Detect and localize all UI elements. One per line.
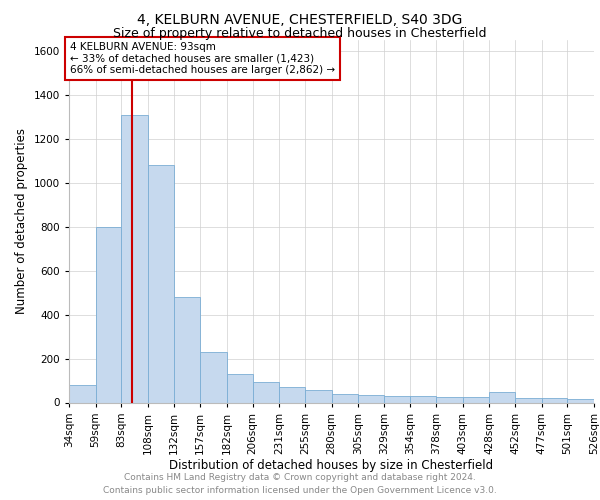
Bar: [279, 387, 305, 402]
Bar: [384, 396, 410, 402]
Bar: [410, 396, 436, 402]
Bar: [121, 114, 148, 403]
Text: Size of property relative to detached houses in Chesterfield: Size of property relative to detached ho…: [113, 28, 487, 40]
Bar: [331, 394, 358, 402]
Bar: [515, 398, 542, 402]
Bar: [148, 165, 173, 402]
Bar: [358, 395, 384, 402]
Bar: [542, 398, 568, 402]
Text: 4, KELBURN AVENUE, CHESTERFIELD, S40 3DG: 4, KELBURN AVENUE, CHESTERFIELD, S40 3DG: [137, 12, 463, 26]
Y-axis label: Number of detached properties: Number of detached properties: [15, 128, 28, 314]
Bar: [200, 352, 227, 403]
Bar: [253, 382, 279, 402]
Bar: [95, 226, 121, 402]
Bar: [463, 397, 490, 402]
Bar: [173, 297, 200, 403]
Bar: [436, 397, 463, 402]
Bar: [69, 385, 95, 402]
Bar: [227, 374, 253, 402]
Text: Contains HM Land Registry data © Crown copyright and database right 2024.
Contai: Contains HM Land Registry data © Crown c…: [103, 474, 497, 495]
Bar: [568, 398, 594, 402]
Text: 4 KELBURN AVENUE: 93sqm
← 33% of detached houses are smaller (1,423)
66% of semi: 4 KELBURN AVENUE: 93sqm ← 33% of detache…: [70, 42, 335, 75]
Bar: [490, 392, 515, 402]
X-axis label: Distribution of detached houses by size in Chesterfield: Distribution of detached houses by size …: [169, 459, 494, 472]
Bar: [305, 390, 332, 402]
